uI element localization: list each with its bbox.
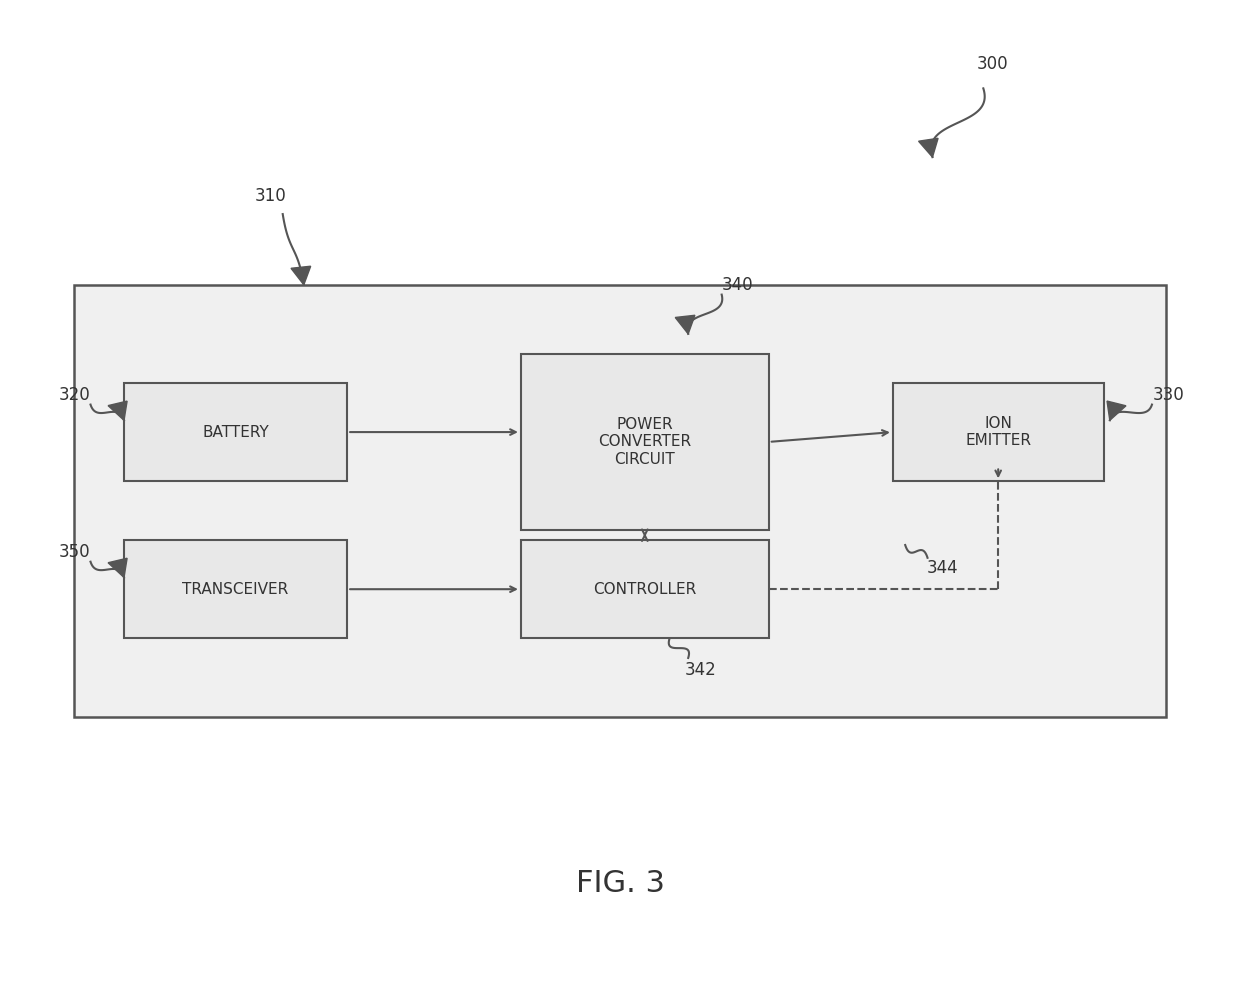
Polygon shape	[1107, 401, 1126, 420]
FancyBboxPatch shape	[74, 285, 1166, 717]
Text: TRANSCEIVER: TRANSCEIVER	[182, 581, 289, 597]
Text: 342: 342	[684, 661, 717, 679]
Text: CONTROLLER: CONTROLLER	[593, 581, 697, 597]
Text: 300: 300	[976, 55, 1008, 73]
FancyBboxPatch shape	[521, 354, 769, 530]
Text: 330: 330	[1152, 386, 1184, 404]
Text: 310: 310	[254, 188, 286, 205]
FancyBboxPatch shape	[521, 540, 769, 638]
Text: 320: 320	[58, 386, 91, 404]
Text: FIG. 3: FIG. 3	[575, 869, 665, 899]
Text: 340: 340	[722, 276, 754, 294]
Text: 350: 350	[58, 543, 91, 561]
Polygon shape	[108, 558, 126, 577]
Polygon shape	[108, 401, 126, 420]
Text: ION
EMITTER: ION EMITTER	[965, 416, 1032, 448]
Text: POWER
CONVERTER
CIRCUIT: POWER CONVERTER CIRCUIT	[598, 417, 692, 466]
Text: 344: 344	[926, 559, 959, 576]
FancyBboxPatch shape	[124, 540, 347, 638]
Text: BATTERY: BATTERY	[202, 424, 269, 440]
FancyBboxPatch shape	[893, 383, 1104, 481]
Polygon shape	[919, 138, 939, 157]
Polygon shape	[291, 266, 311, 285]
Polygon shape	[676, 315, 694, 334]
FancyBboxPatch shape	[124, 383, 347, 481]
